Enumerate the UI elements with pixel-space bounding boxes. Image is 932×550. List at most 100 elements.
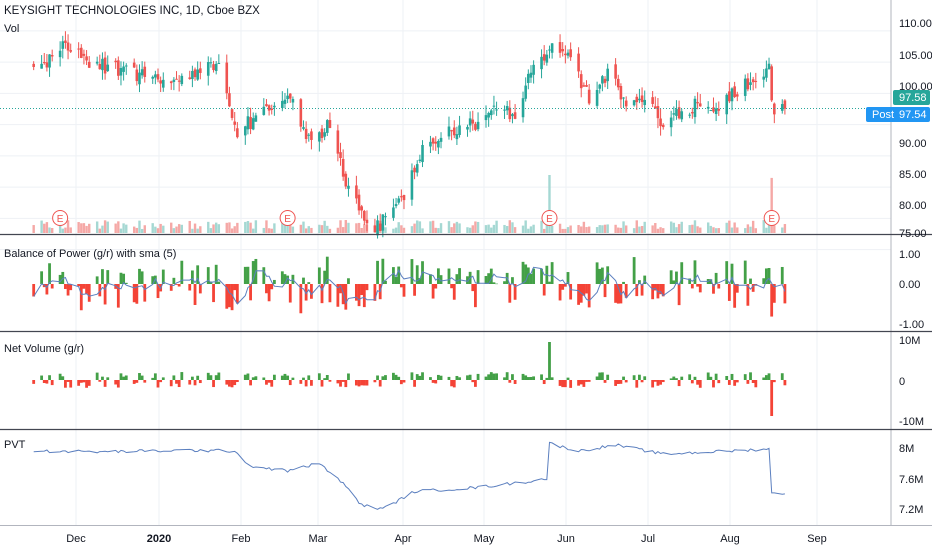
volume-bar: [347, 222, 350, 233]
volume-bar: [413, 223, 416, 233]
netvol-bar: [656, 380, 660, 386]
bop-bar: [521, 261, 525, 284]
volume-bar: [453, 223, 456, 233]
netvol-bar: [193, 380, 197, 386]
bop-bar: [101, 269, 104, 284]
bop-bar: [566, 272, 570, 284]
netvol-bar: [659, 380, 662, 385]
volume-bar: [781, 227, 784, 233]
candle-body: [770, 66, 773, 101]
bop-bar: [717, 284, 721, 289]
bop-bar: [280, 271, 284, 284]
pvt-tick: 7.6M: [899, 474, 923, 486]
chart-title: KEYSIGHT TECHNOLOGIES INC, 1D, Cboe BZX: [4, 5, 260, 17]
candle-body: [484, 115, 488, 121]
candle-body: [172, 79, 176, 82]
volume-bar: [524, 220, 527, 233]
candle-body: [765, 68, 768, 78]
candle-body: [397, 198, 401, 203]
candle-body: [714, 108, 718, 115]
candle-body: [299, 99, 303, 127]
volume-bar: [273, 223, 276, 233]
bop-bar: [228, 284, 231, 308]
candle-body: [508, 107, 512, 120]
candle-body: [161, 79, 165, 88]
candle-body: [363, 210, 366, 221]
candle-body: [410, 170, 414, 200]
volume-bar: [651, 225, 654, 233]
netvol-bar: [717, 380, 721, 384]
netvol-bar: [230, 380, 234, 388]
bop-bar: [603, 284, 607, 298]
netvol-bar: [638, 374, 641, 380]
candle-body: [783, 100, 787, 109]
netvol-bar: [378, 380, 382, 387]
netvol-bar: [362, 380, 366, 386]
bop-bar: [140, 271, 144, 284]
netvol-bar: [698, 380, 702, 388]
bop-bar: [770, 284, 774, 317]
volume-bar: [561, 228, 564, 233]
candle-body: [82, 53, 86, 56]
bop-bar: [558, 284, 562, 301]
volume-bar: [270, 228, 273, 233]
volume-bar: [289, 222, 292, 233]
volume-bar: [558, 223, 562, 233]
netvol-bar: [505, 372, 509, 380]
bop-bar: [452, 284, 456, 300]
candle-body: [310, 131, 313, 140]
volume-bar: [662, 228, 665, 233]
netvol-bar: [64, 380, 67, 388]
time-tick: Apr: [394, 533, 411, 545]
netvol-bar: [548, 342, 551, 380]
volume-bar: [736, 227, 739, 233]
netvol-bar: [476, 373, 480, 380]
volume-bar: [527, 228, 530, 233]
volume-bar: [281, 220, 284, 233]
bop-bar: [347, 278, 350, 284]
candle-body: [42, 62, 46, 64]
volume-bar: [225, 222, 228, 233]
netvol-bar: [304, 380, 308, 387]
netvol-bar: [175, 380, 178, 384]
candle-body: [302, 127, 305, 129]
bop-bar: [764, 268, 768, 284]
bop-bar: [196, 265, 200, 284]
netvol-bar: [566, 377, 570, 380]
volume-bar: [125, 224, 128, 233]
bop-bar: [585, 284, 588, 294]
netvol-bar: [32, 380, 36, 384]
candle-body: [579, 74, 583, 89]
netvol-bar: [228, 380, 231, 387]
netvol-bar: [770, 380, 774, 416]
volume-bar: [733, 222, 736, 233]
bop-bar: [455, 274, 459, 284]
volume-bar: [162, 225, 165, 233]
volume-bar: [217, 224, 221, 233]
candle-body: [246, 116, 250, 130]
netvol-bar: [582, 380, 586, 387]
volume-bar: [85, 225, 88, 233]
bop-bar: [188, 284, 192, 291]
candle-body: [651, 97, 654, 104]
earnings-marker: [279, 210, 296, 226]
bop-bar: [138, 268, 141, 284]
bop-bar: [61, 271, 65, 284]
netvol-bar: [619, 380, 623, 384]
netvol-bar: [122, 376, 126, 380]
volume-bar: [199, 226, 202, 233]
netvol-bar: [341, 380, 345, 382]
candle-body: [214, 63, 218, 71]
candle-body: [344, 173, 348, 187]
bop-bar: [624, 284, 628, 298]
candle-body: [421, 144, 424, 163]
volume-bar: [767, 223, 771, 233]
volume-bar: [495, 220, 498, 233]
volume-bar: [402, 227, 406, 233]
volume-bar: [286, 220, 289, 233]
netvol-bar: [614, 380, 618, 386]
candle-body: [746, 78, 750, 90]
volume-bar: [617, 227, 620, 233]
